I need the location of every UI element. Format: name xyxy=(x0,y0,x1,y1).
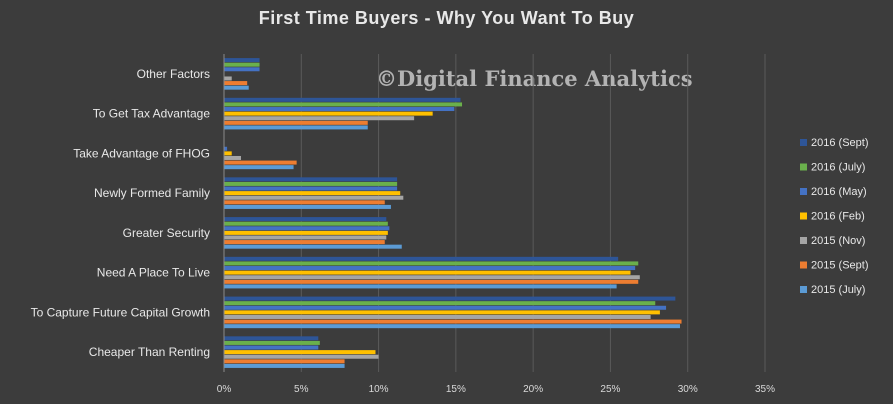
bar xyxy=(224,261,639,266)
bar xyxy=(224,324,680,329)
watermark: ©Digital Finance Analytics xyxy=(376,66,693,91)
x-tick-label: 0% xyxy=(217,384,232,395)
category-label: Need A Place To Live xyxy=(97,266,211,280)
bar xyxy=(224,319,682,324)
bar xyxy=(224,125,368,130)
bar xyxy=(224,275,640,280)
x-tick-label: 5% xyxy=(294,384,309,395)
bar xyxy=(224,270,631,275)
category-label: Newly Formed Family xyxy=(94,186,210,200)
x-tick-label: 10% xyxy=(369,384,389,395)
legend-entry: 2016 (May) xyxy=(811,186,867,198)
bar xyxy=(224,217,387,222)
bar xyxy=(224,97,461,102)
legend-swatch xyxy=(800,139,807,146)
bar xyxy=(224,186,398,191)
bar xyxy=(224,301,656,306)
category-label: Greater Security xyxy=(123,226,210,240)
bar xyxy=(224,296,676,301)
legend-entry: 2015 (Sept) xyxy=(811,260,868,272)
bar xyxy=(224,359,345,364)
bar xyxy=(224,200,385,205)
legend-swatch xyxy=(800,261,807,269)
bar xyxy=(224,116,415,121)
x-tick-label: 25% xyxy=(600,384,620,395)
bar xyxy=(224,181,398,186)
bar xyxy=(224,235,387,240)
bar xyxy=(224,120,368,125)
bar xyxy=(224,314,651,319)
bar xyxy=(224,221,388,226)
bar xyxy=(224,102,463,107)
bar xyxy=(224,146,228,151)
legend-entry: 2016 (July) xyxy=(811,162,865,174)
bar xyxy=(224,165,294,170)
legend-entry: 2015 (July) xyxy=(811,284,865,296)
legend-swatch xyxy=(800,188,807,195)
bar xyxy=(224,204,391,209)
category-label: Cheaper Than Renting xyxy=(89,345,210,359)
bar xyxy=(224,81,248,86)
bar xyxy=(224,191,401,196)
bar xyxy=(224,160,297,165)
bar xyxy=(224,363,345,368)
chart-title: First Time Buyers - Why You Want To Buy xyxy=(258,8,635,28)
bar xyxy=(224,76,232,81)
bar xyxy=(224,62,260,67)
legend-entry: 2016 (Feb) xyxy=(811,211,865,223)
bar xyxy=(224,85,249,90)
legend-entry: 2015 (Nov) xyxy=(811,235,865,247)
legend-swatch xyxy=(800,237,807,244)
bar xyxy=(224,195,404,200)
category-label: Take Advantage of FHOG xyxy=(73,146,210,160)
bar xyxy=(224,266,636,271)
bar xyxy=(224,226,390,231)
legend-swatch xyxy=(800,212,807,220)
legend-swatch xyxy=(800,163,807,171)
bar xyxy=(224,340,320,345)
bar xyxy=(224,240,385,245)
bar xyxy=(224,305,667,310)
bar xyxy=(224,279,639,284)
bar xyxy=(224,67,260,72)
bar xyxy=(224,336,319,341)
x-tick-label: 20% xyxy=(523,384,543,395)
bar xyxy=(224,244,402,249)
category-label: To Capture Future Capital Growth xyxy=(31,305,210,319)
bar xyxy=(224,354,379,359)
bar xyxy=(224,284,617,289)
bar xyxy=(224,177,398,182)
bar xyxy=(224,310,660,315)
bar xyxy=(224,230,388,235)
bar xyxy=(224,107,455,112)
bar xyxy=(224,151,232,156)
x-tick-label: 35% xyxy=(755,384,775,395)
legend-swatch xyxy=(800,286,807,293)
bar xyxy=(224,155,242,160)
bar xyxy=(224,58,260,63)
category-label: Other Factors xyxy=(137,67,210,81)
bar xyxy=(224,256,619,261)
x-tick-label: 15% xyxy=(446,384,466,395)
bar xyxy=(224,345,319,350)
bar xyxy=(224,111,433,116)
x-tick-label: 30% xyxy=(678,384,698,395)
bar xyxy=(224,350,376,355)
category-label: To Get Tax Advantage xyxy=(93,107,211,121)
legend-entry: 2016 (Sept) xyxy=(811,137,868,149)
